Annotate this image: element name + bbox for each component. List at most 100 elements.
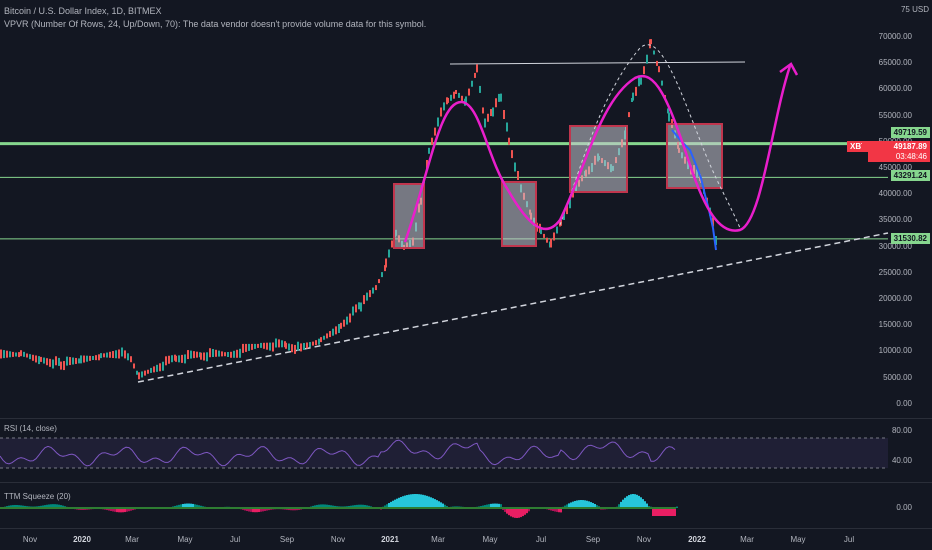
candle xyxy=(165,356,167,366)
candle xyxy=(95,355,97,361)
ttm-bar xyxy=(526,508,528,514)
candle xyxy=(203,352,205,361)
candle xyxy=(656,60,658,66)
candle xyxy=(563,212,565,220)
ttm-bar xyxy=(20,505,22,508)
consolidation-box xyxy=(501,181,537,247)
ttm-bar xyxy=(254,508,256,513)
ttm-bar xyxy=(618,504,620,508)
time-tick-label: Jul xyxy=(229,535,241,544)
candle xyxy=(338,324,340,333)
currency-label[interactable]: 75 USD xyxy=(900,5,929,14)
candle xyxy=(349,313,351,323)
candle xyxy=(175,355,177,362)
candle xyxy=(245,343,247,352)
candle xyxy=(144,370,146,376)
ttm-bar xyxy=(60,505,62,508)
ttm-bar xyxy=(296,508,298,511)
ttm-bar xyxy=(334,505,336,508)
ttm-bar xyxy=(122,508,124,513)
pane-divider[interactable] xyxy=(0,418,932,419)
price-tick-label: 55000.00 xyxy=(878,110,912,120)
candle xyxy=(200,352,202,360)
ttm-bar xyxy=(500,504,502,508)
rsi-title[interactable]: RSI (14, close) xyxy=(4,424,57,433)
ttm-bar xyxy=(496,503,498,508)
candle xyxy=(495,98,497,108)
ttm-bar xyxy=(628,495,630,508)
candle xyxy=(272,342,274,352)
time-tick-label: Jul xyxy=(843,535,855,544)
candle xyxy=(209,348,211,358)
candle xyxy=(55,356,57,366)
ttm-bar xyxy=(356,504,358,508)
ttm-bar xyxy=(132,508,134,511)
candle xyxy=(156,364,158,372)
ttm-bar xyxy=(566,504,568,508)
candle xyxy=(269,342,271,351)
candle xyxy=(650,39,652,45)
candle xyxy=(653,50,655,55)
ttm-bar xyxy=(504,508,506,512)
candle xyxy=(388,249,390,258)
ttm-bar xyxy=(438,501,440,508)
ttm-bar xyxy=(550,508,552,511)
price-tick-label: 35000.00 xyxy=(878,215,912,225)
ttm-bar xyxy=(640,497,642,508)
candle xyxy=(431,137,433,145)
candle xyxy=(453,91,455,99)
time-tick-label: 2021 xyxy=(381,535,399,544)
ttm-bar xyxy=(644,501,646,508)
ttm-bar xyxy=(556,508,558,512)
ttm-bar xyxy=(582,500,584,508)
ttm-bar xyxy=(584,500,586,508)
ttm-bar xyxy=(416,494,418,508)
vpvr-indicator-label[interactable]: VPVR (Number Of Rows, 24, Up/Down, 70): … xyxy=(4,19,427,29)
candle xyxy=(115,350,117,359)
ttm-bar xyxy=(362,504,364,508)
ttm-bar xyxy=(44,505,46,508)
candle xyxy=(153,366,155,373)
time-tick-label: Nov xyxy=(636,535,652,544)
ttm-bar xyxy=(642,499,644,508)
ttm-bar xyxy=(10,505,12,508)
ttm-bar xyxy=(564,505,566,508)
ttm-bar xyxy=(392,500,394,508)
ttm-bar xyxy=(24,505,26,508)
candle xyxy=(227,352,229,357)
candle xyxy=(628,112,630,118)
ttm-bar xyxy=(366,505,368,508)
candle xyxy=(474,72,476,78)
ttm-bar xyxy=(252,508,254,513)
ttm-bar xyxy=(106,508,108,511)
candle xyxy=(490,109,492,117)
time-tick-label: May xyxy=(177,535,193,544)
ttm-level-0: 0.00 xyxy=(896,503,912,512)
candle xyxy=(288,343,290,351)
ttm-bar xyxy=(660,508,662,516)
ttm-bar xyxy=(118,508,120,513)
ttm-bar xyxy=(420,494,422,508)
candle xyxy=(121,347,123,357)
pane-divider[interactable] xyxy=(0,482,932,483)
ttm-bar xyxy=(426,495,428,508)
candle xyxy=(569,199,571,209)
candle xyxy=(335,326,337,335)
price-tick-label: 40000.00 xyxy=(878,189,912,199)
candle xyxy=(482,107,484,114)
projected-price-path xyxy=(671,129,717,251)
ttm-title[interactable]: TTM Squeeze (20) xyxy=(4,492,71,501)
time-tick-label: Mar xyxy=(125,535,139,544)
candle xyxy=(358,302,360,310)
ttm-bar xyxy=(52,504,54,508)
rsi-level-40: 40.00 xyxy=(891,456,912,465)
candle xyxy=(443,102,445,111)
price-tick-label: 70000.00 xyxy=(878,32,912,41)
candle xyxy=(487,113,489,122)
candle xyxy=(658,66,660,73)
ttm-bar xyxy=(8,505,10,508)
ttm-bar xyxy=(672,508,674,516)
candle xyxy=(257,343,259,348)
candle xyxy=(6,350,8,358)
